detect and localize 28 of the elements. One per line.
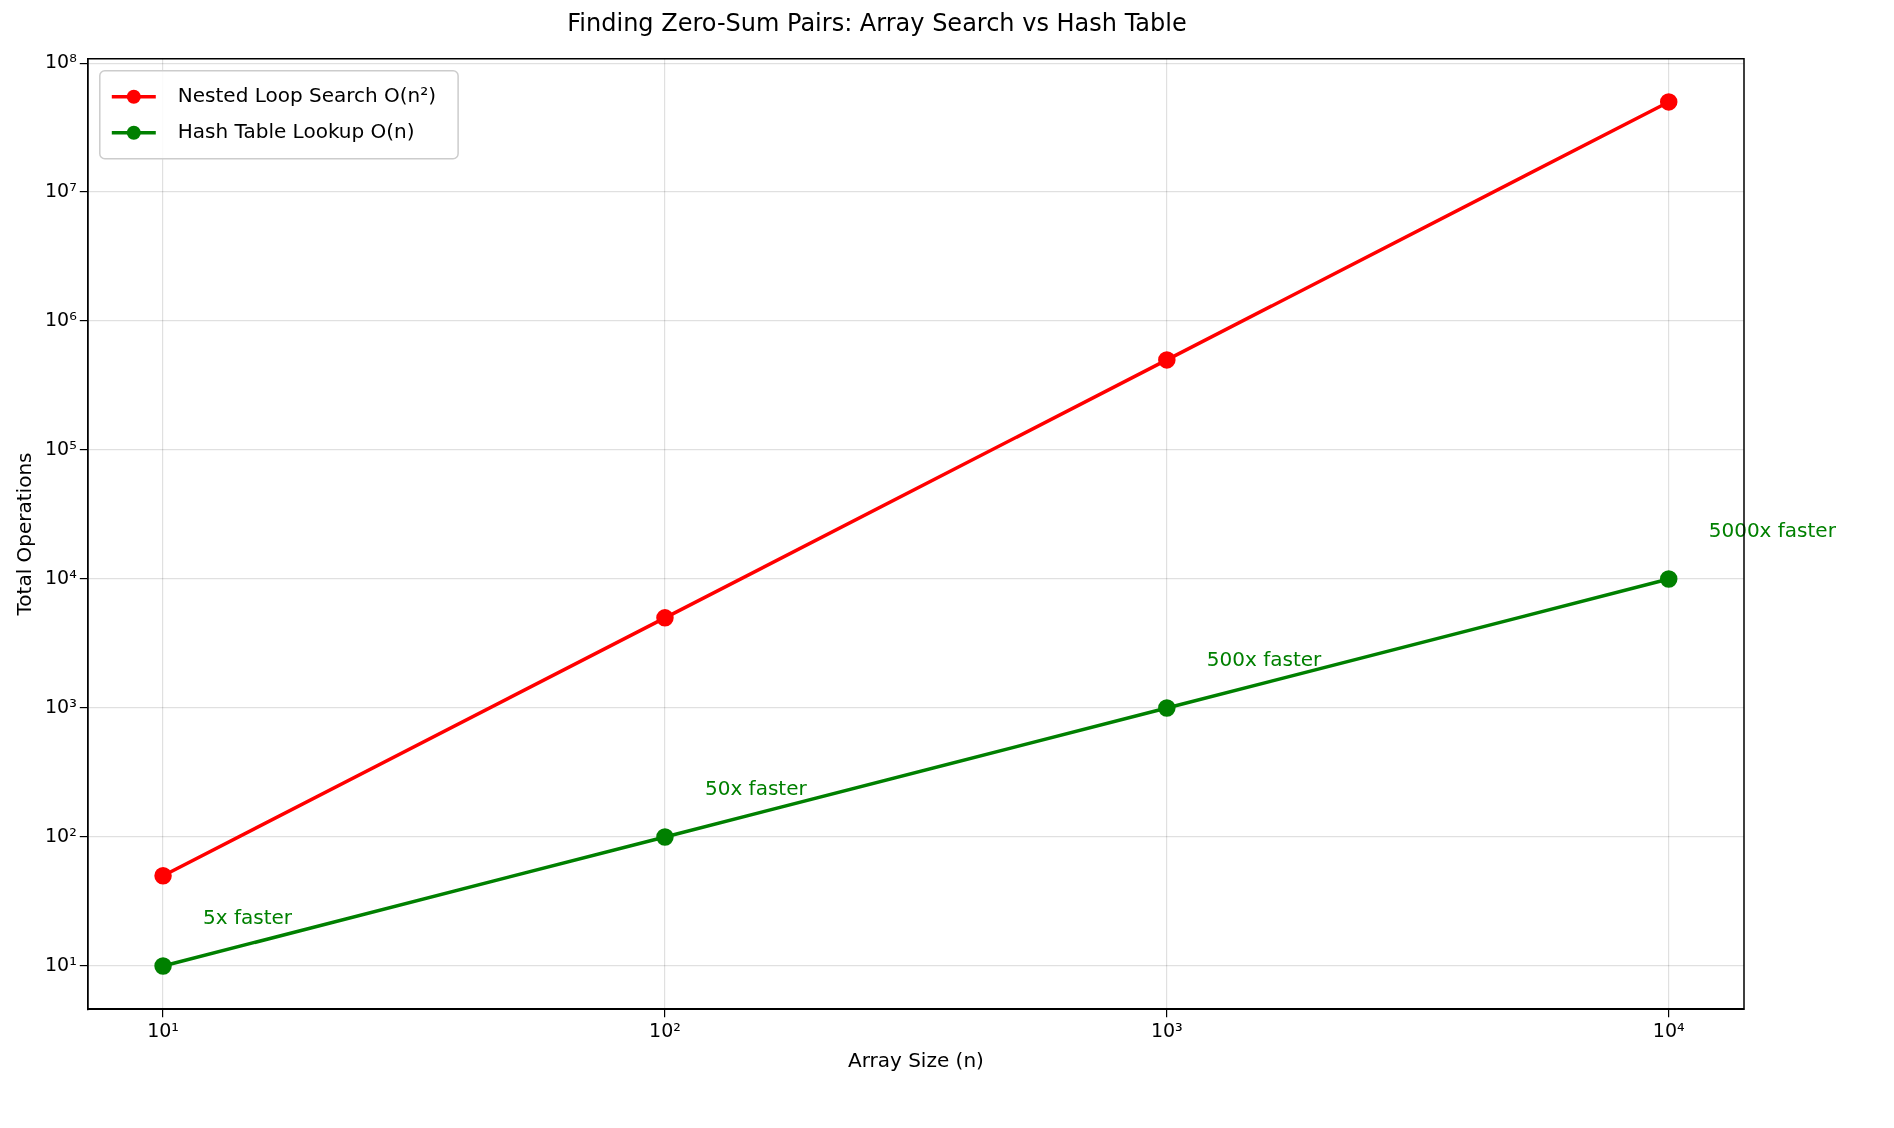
point [1659,93,1678,111]
y-tick-label: 10² [45,823,77,846]
x-tick-label: 10² [649,1018,681,1041]
y-tick-label: 10¹ [45,952,77,975]
annotation: 50x faster [704,775,808,800]
y-tick-label: 10⁴ [45,565,78,588]
point [1659,570,1678,588]
point [154,867,172,885]
point [656,609,674,627]
x-tick-label: 10⁴ [1652,1018,1685,1041]
x-axis-title: Array Size (n) [847,1048,984,1073]
y-axis-title: Total Operations [12,452,37,617]
legend-label: Nested Loop Search O(n²) [177,83,437,107]
y-tick-label: 10⁸ [45,50,77,73]
legend-label: Hash Table Lookup O(n) [177,119,415,143]
point [1158,699,1176,717]
annotation: 500x faster [1206,646,1323,671]
annotation: 5x faster [203,904,293,929]
point [656,828,674,846]
y-tick-label: 10⁵ [45,436,77,459]
point [154,957,172,975]
chart-title: Finding Zero-Sum Pairs: Array Search vs Hash Table [567,8,1187,37]
point [1158,351,1176,369]
y-tick-label: 10³ [45,694,77,717]
x-tick-label: 10¹ [147,1018,179,1041]
y-tick-label: 10⁷ [45,179,77,202]
y-tick-label: 10⁶ [45,308,77,330]
x-tick-label: 10³ [1150,1018,1183,1041]
